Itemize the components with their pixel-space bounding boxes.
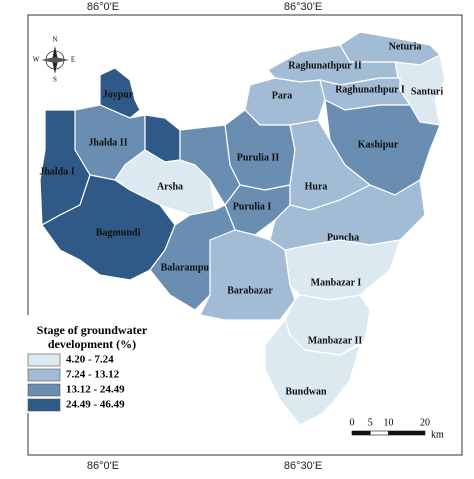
block-label: Santuri (411, 86, 443, 97)
lon-label-bottom: 86°0'E (87, 460, 119, 472)
block-label: Arsha (157, 181, 183, 192)
block-label: Raghunathpur I (335, 84, 405, 95)
legend-title: Stage of groundwater (37, 323, 148, 337)
block-label: Jhalda II (88, 137, 127, 148)
legend-label: 7.24 - 13.12 (66, 369, 120, 381)
block (264, 318, 361, 426)
block-label: Hura (305, 181, 328, 192)
block-label: Balarampur (161, 262, 214, 273)
block-label: Para (272, 90, 293, 101)
scale-unit: km (431, 429, 444, 440)
block-label: Purulia I (233, 201, 272, 212)
scale-segment (369, 430, 389, 436)
block-label: Manbazar I (311, 277, 362, 288)
legend-label: 13.12 - 24.49 (66, 384, 125, 396)
block-label: Purulia II (237, 152, 280, 163)
scale-tick-label: 0 (350, 417, 355, 428)
block-label: Jhalda I (39, 166, 74, 177)
legend-swatch (27, 398, 61, 412)
scale-tick-label: 10 (384, 417, 394, 428)
block-label: Barabazar (227, 285, 273, 296)
compass (41, 46, 69, 74)
compass-letter: N (52, 36, 57, 44)
block-label: Raghunathpur II (288, 60, 362, 71)
compass-letter: E (71, 56, 75, 64)
block-label: Joypur (103, 89, 134, 100)
block-label: Bundwan (285, 386, 327, 397)
block-label: Puncha (327, 232, 359, 243)
legend-swatch (27, 353, 61, 367)
lon-label-top: 86°0'E (87, 1, 119, 13)
blocks: Neturia Raghunathpur II Santuri Para Raghuna… (39, 31, 446, 426)
block (284, 239, 401, 301)
legend-swatch (27, 383, 61, 397)
block-label: Manbazar II (308, 335, 363, 346)
block-label: Kashipur (358, 139, 399, 150)
lon-label-bottom: 86°30'E (284, 460, 322, 472)
compass-letter: W (33, 56, 40, 64)
scale-segment (388, 430, 426, 436)
legend-title: development (%) (48, 337, 136, 351)
lon-label-top: 86°30'E (284, 1, 322, 13)
scale-tick-label: 5 (368, 417, 373, 428)
legend-label: 24.49 - 46.49 (66, 399, 125, 411)
block-label: Neturia (389, 41, 422, 52)
legend-label: 4.20 - 7.24 (66, 354, 114, 366)
legend-swatch (27, 368, 61, 382)
block (199, 229, 296, 321)
scale-segment (351, 430, 371, 436)
block (244, 77, 326, 126)
compass-letter: S (53, 76, 57, 84)
scale-tick-label: 20 (420, 417, 430, 428)
block-label: Bagmundi (96, 227, 141, 238)
